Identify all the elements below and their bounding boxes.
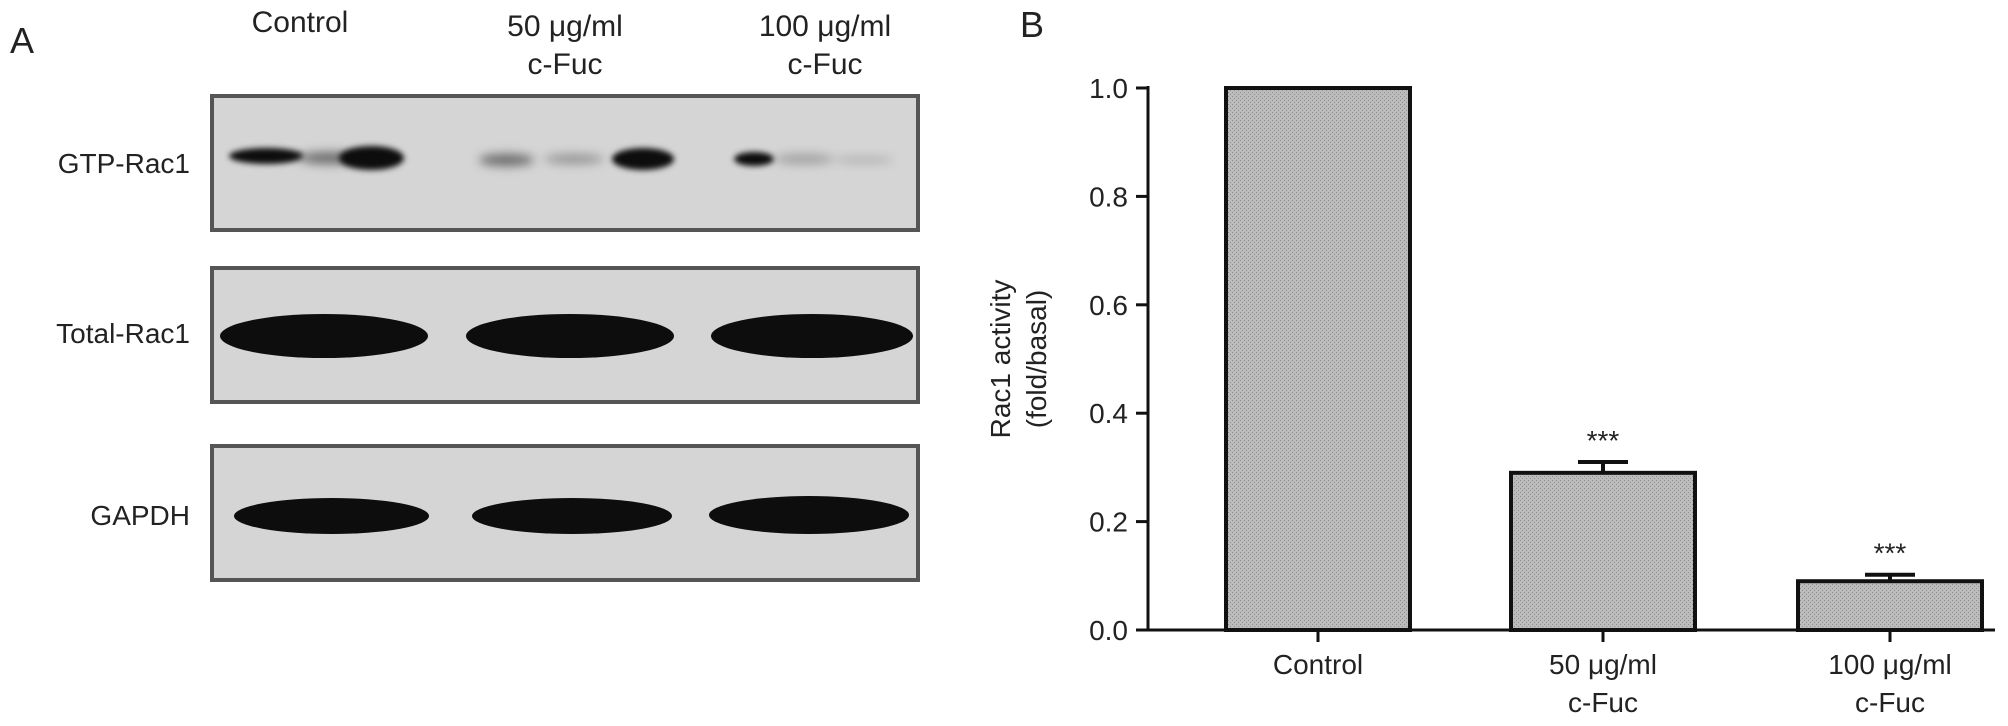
x-tick-label: Control xyxy=(1273,649,1363,680)
band xyxy=(834,156,894,164)
blot-label-gapdh: GAPDH xyxy=(90,500,190,531)
blot-total-rac1 xyxy=(210,266,920,404)
y-axis-label: (fold/basal) xyxy=(1021,290,1052,429)
band xyxy=(229,148,304,164)
band xyxy=(339,146,404,170)
lane-header-100: 100 μg/ml c-Fuc xyxy=(710,8,940,84)
bar xyxy=(1509,470,1697,632)
band xyxy=(472,498,672,534)
panel-a-letter: A xyxy=(10,20,35,61)
panel-b-letter: B xyxy=(1020,4,1045,45)
x-tick-label: c-Fuc xyxy=(1568,687,1638,718)
lane-header-line1: 100 μg/ml xyxy=(758,10,892,43)
bar xyxy=(1224,86,1412,632)
y-tick-label: 0.8 xyxy=(1089,181,1128,212)
lane-header-control: Control xyxy=(185,6,415,42)
lane-header-line2: Control xyxy=(251,6,349,39)
band xyxy=(711,314,913,358)
lane-header-line2: c-Fuc xyxy=(787,48,863,81)
band xyxy=(774,154,834,164)
significance-label: *** xyxy=(1874,538,1907,569)
blot-label-gtp-rac1: GTP-Rac1 xyxy=(57,148,190,179)
x-tick-label: 50 μg/ml xyxy=(1549,649,1657,680)
y-tick-label: 1.0 xyxy=(1089,73,1128,104)
blot-gapdh xyxy=(210,444,920,582)
y-axis-label: Rac1 activity xyxy=(985,280,1016,439)
band xyxy=(220,314,428,358)
band xyxy=(734,152,774,166)
band xyxy=(234,498,429,534)
x-tick-label: c-Fuc xyxy=(1855,687,1925,718)
band xyxy=(544,154,604,164)
significance-label: *** xyxy=(1587,425,1620,456)
bar xyxy=(1796,579,1984,632)
y-tick-label: 0.6 xyxy=(1089,290,1128,321)
lane-header-line1: 50 μg/ml xyxy=(507,10,623,43)
band xyxy=(612,148,674,170)
blot-label-total-rac1: Total-Rac1 xyxy=(56,318,190,349)
blot-gtp-rac1 xyxy=(210,94,920,232)
band xyxy=(479,154,534,166)
band xyxy=(709,496,909,534)
x-tick-label: 100 μg/ml xyxy=(1828,649,1952,680)
y-tick-label: 0.2 xyxy=(1089,507,1128,538)
band xyxy=(466,314,674,358)
lane-header-line2: c-Fuc xyxy=(527,48,603,81)
y-tick-label: 0.0 xyxy=(1089,615,1128,646)
y-tick-label: 0.4 xyxy=(1089,398,1128,429)
lane-header-50: 50 μg/ml c-Fuc xyxy=(450,8,680,84)
